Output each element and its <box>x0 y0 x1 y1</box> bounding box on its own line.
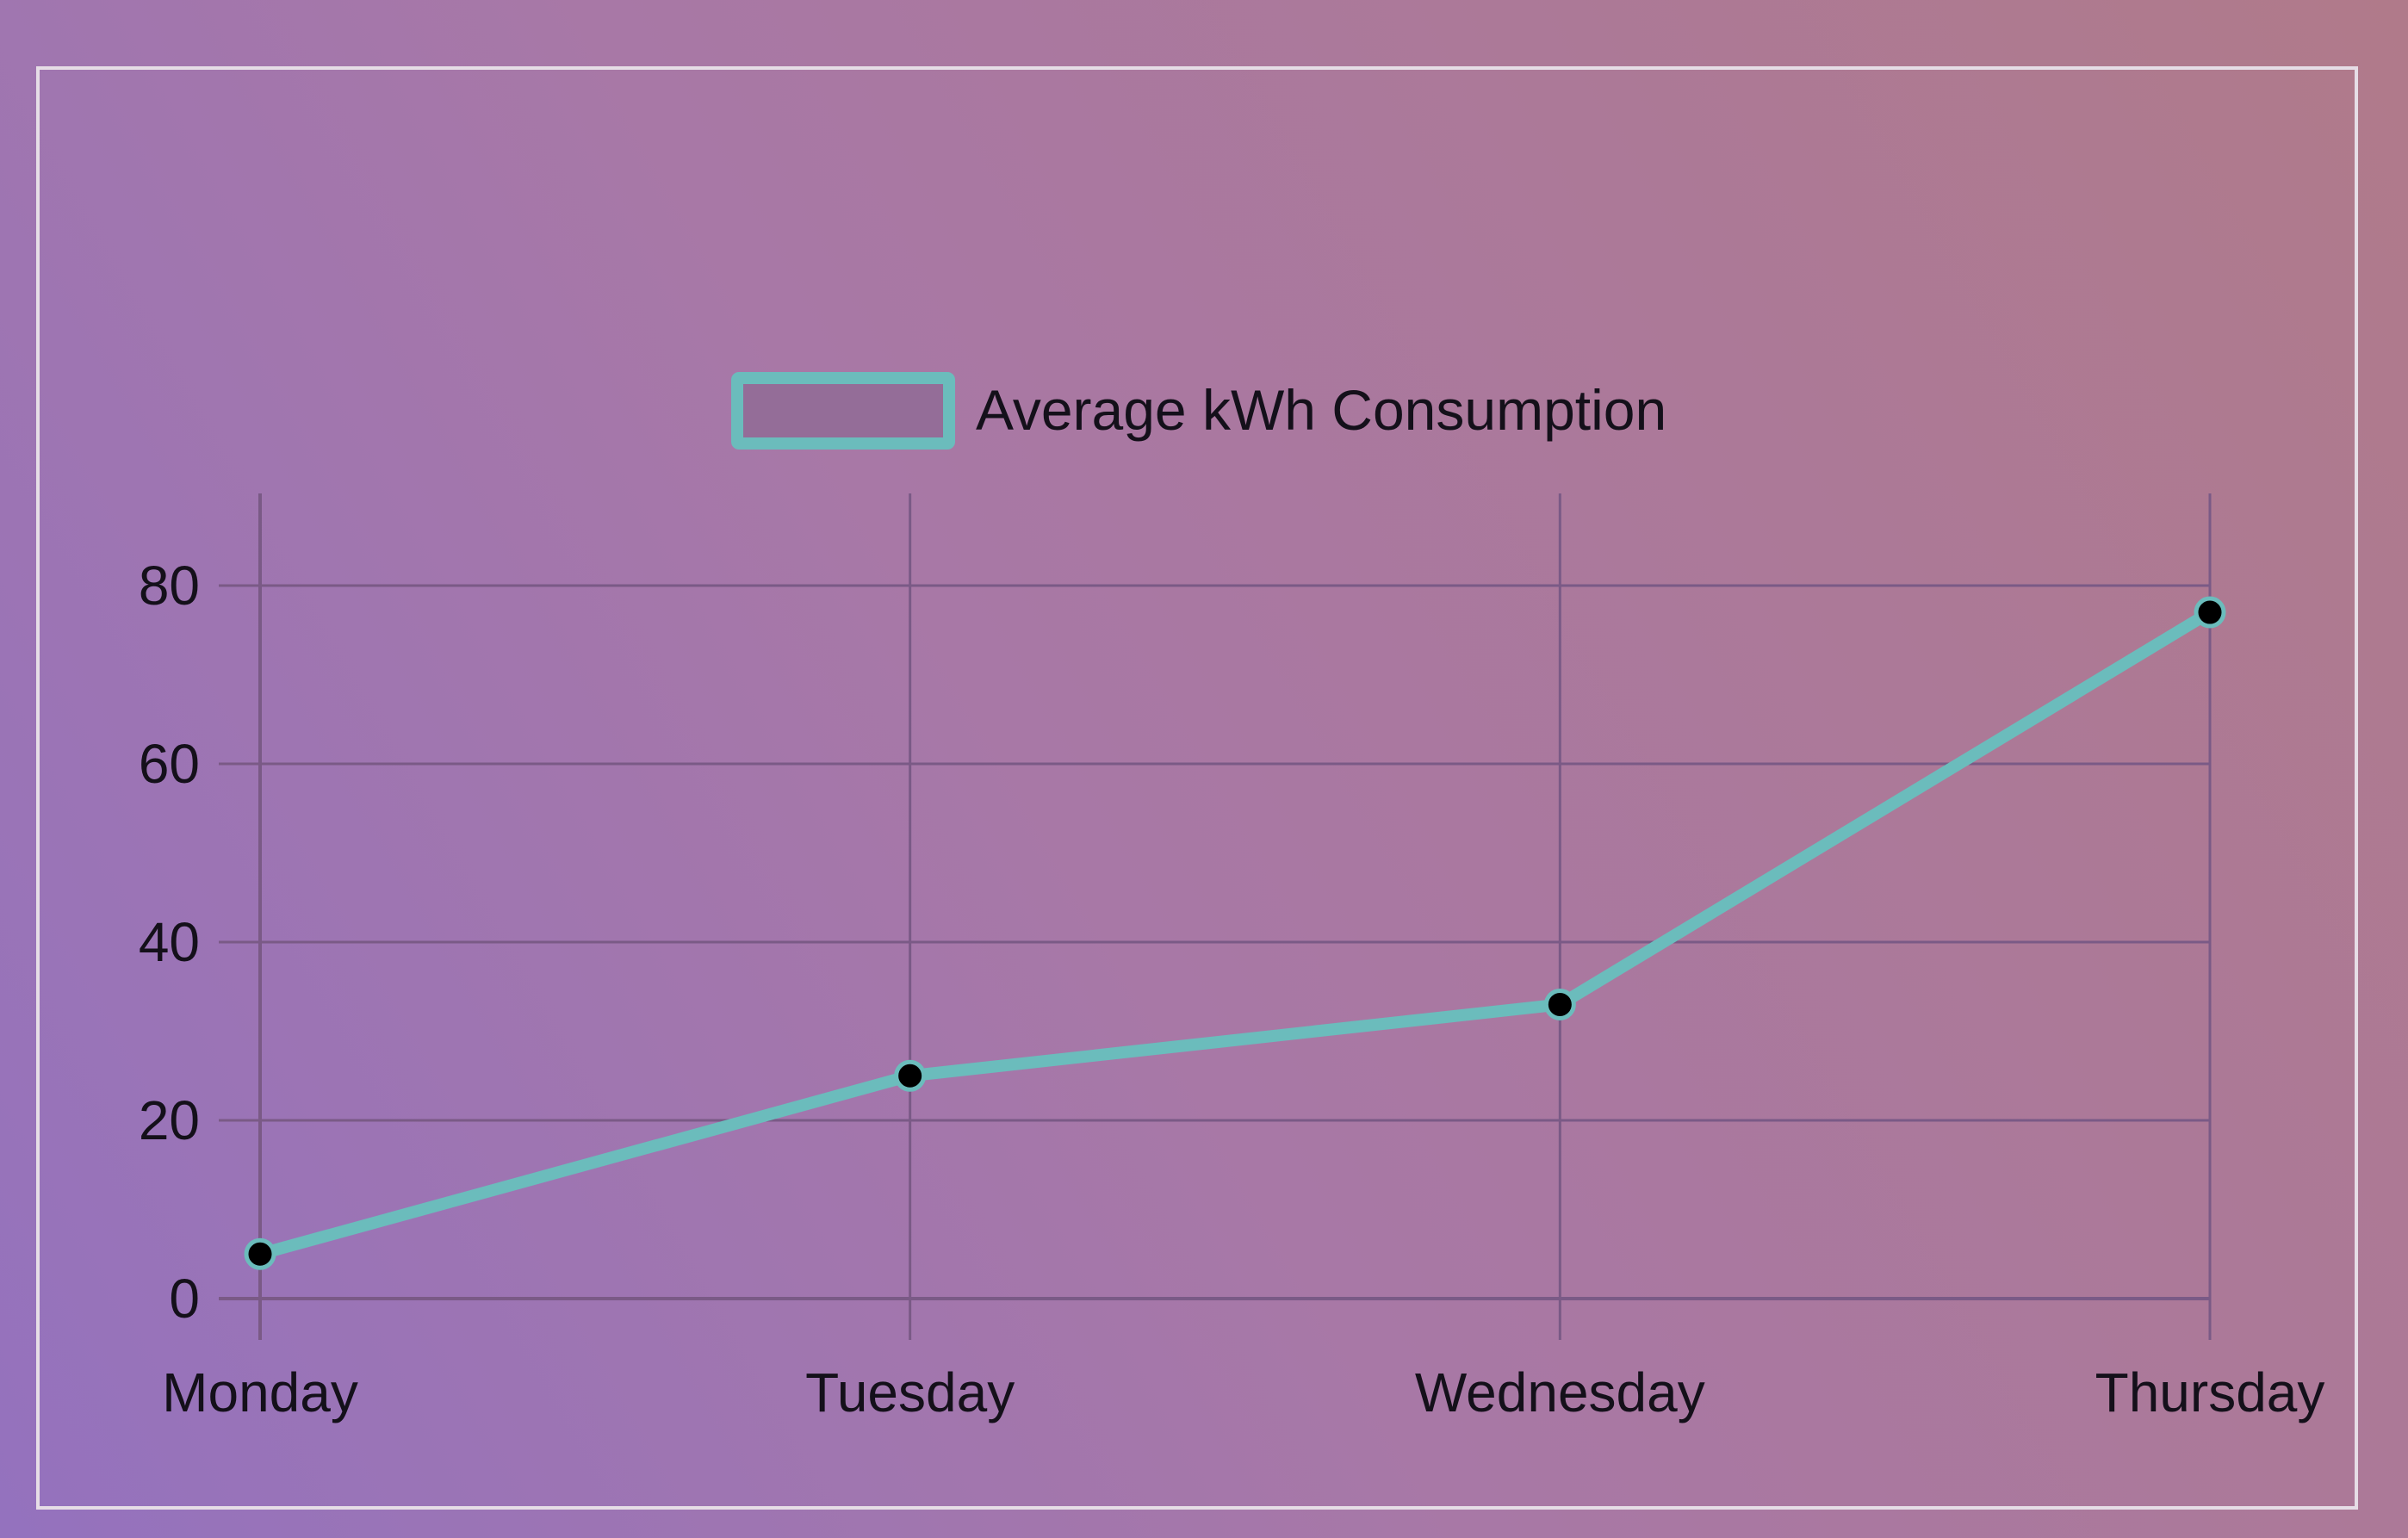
y-tick-label: 80 <box>139 555 200 617</box>
legend[interactable]: Average kWh Consumption <box>731 372 1666 450</box>
series-line <box>254 606 2216 1261</box>
data-point <box>244 1237 276 1270</box>
x-tick-label: Monday <box>162 1361 358 1423</box>
legend-swatch[interactable] <box>731 372 955 450</box>
data-points-layer <box>244 596 2226 1270</box>
data-point <box>894 1059 927 1092</box>
x-tick-label: Tuesday <box>805 1361 1015 1423</box>
chart-frame <box>36 66 2358 1510</box>
x-tick-label: Thursday <box>2095 1361 2325 1423</box>
data-point <box>1543 988 1576 1020</box>
y-tick-label: 60 <box>139 733 200 795</box>
legend-label: Average kWh Consumption <box>976 378 1666 442</box>
x-tick-label: Wednesday <box>1415 1361 1705 1423</box>
y-tick-label: 40 <box>139 911 200 973</box>
series-line-layer <box>254 606 2216 1261</box>
y-tick-label: 0 <box>169 1268 200 1330</box>
y-tick-labels: 0 20 40 60 80 <box>139 555 200 1330</box>
data-point <box>2194 596 2226 629</box>
x-tick-labels: Monday Tuesday Wednesday Thursday <box>162 1361 2324 1423</box>
axis-layer <box>219 493 2210 1340</box>
grid-layer <box>219 493 2212 1340</box>
y-tick-label: 20 <box>139 1089 200 1151</box>
